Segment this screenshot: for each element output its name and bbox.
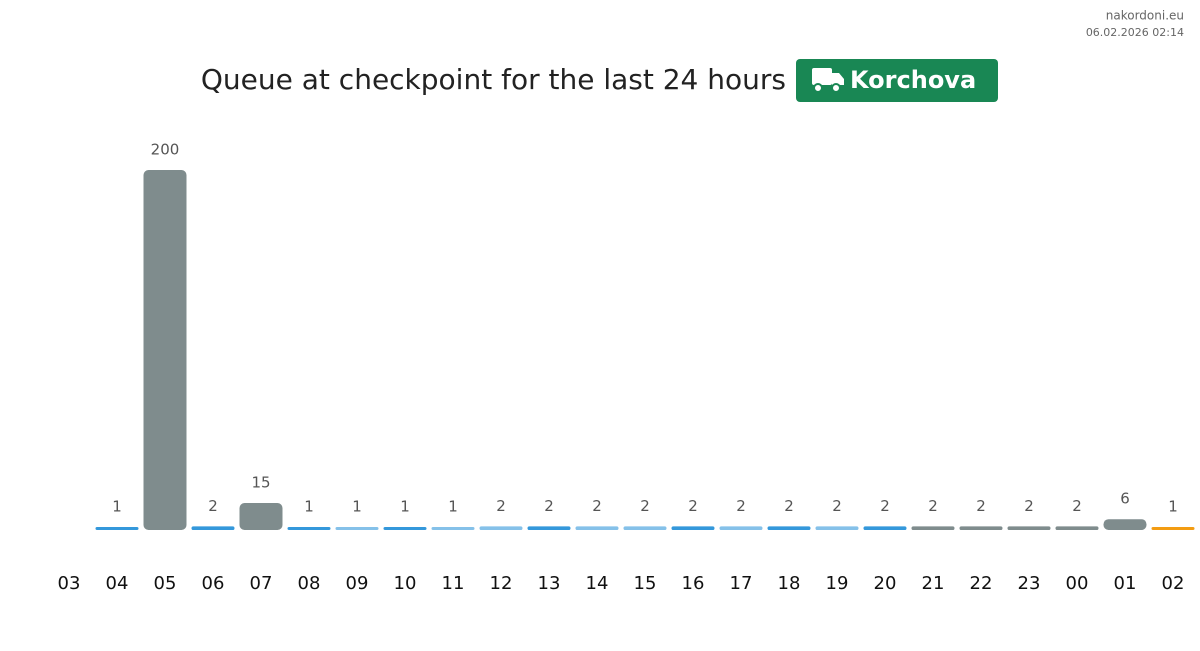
x-tick-label: 20 bbox=[874, 573, 897, 594]
x-tick-label: 18 bbox=[778, 573, 801, 594]
value-label: 2 bbox=[688, 497, 698, 515]
x-tick-label: 22 bbox=[970, 573, 993, 594]
bar bbox=[911, 526, 955, 530]
x-tick-label: 09 bbox=[346, 573, 369, 594]
x-tick-label: 14 bbox=[586, 573, 609, 594]
x-tick-label: 02 bbox=[1162, 573, 1185, 594]
value-label: 2 bbox=[592, 497, 602, 515]
x-tick-label: 15 bbox=[634, 573, 657, 594]
bar bbox=[767, 526, 811, 530]
x-tick-label: 12 bbox=[490, 573, 513, 594]
x-tick-label: 05 bbox=[154, 573, 177, 594]
x-tick-label: 03 bbox=[58, 573, 81, 594]
bar bbox=[527, 526, 571, 530]
bar bbox=[959, 526, 1003, 530]
site-name: nakordoni.eu bbox=[1106, 9, 1184, 23]
truck-icon bbox=[812, 68, 844, 93]
value-label: 2 bbox=[544, 497, 554, 515]
value-label: 2 bbox=[640, 497, 650, 515]
value-label: 2 bbox=[1024, 497, 1034, 515]
x-tick-label: 06 bbox=[202, 573, 225, 594]
x-tick-label: 21 bbox=[922, 573, 945, 594]
x-tick-label: 23 bbox=[1018, 573, 1041, 594]
value-label: 1 bbox=[352, 498, 362, 516]
bar bbox=[335, 527, 379, 530]
value-label: 1 bbox=[400, 498, 410, 516]
value-label: 2 bbox=[208, 497, 218, 515]
x-tick-label: 19 bbox=[826, 573, 849, 594]
bar bbox=[431, 527, 475, 530]
x-tick-label: 17 bbox=[730, 573, 753, 594]
x-tick-label: 16 bbox=[682, 573, 705, 594]
bar bbox=[1055, 526, 1099, 530]
x-tick-label: 07 bbox=[250, 573, 273, 594]
value-label: 2 bbox=[1072, 497, 1082, 515]
bar bbox=[239, 503, 283, 530]
value-label: 1 bbox=[448, 498, 458, 516]
value-label: 2 bbox=[976, 497, 986, 515]
x-tick-label: 08 bbox=[298, 573, 321, 594]
x-tick-label: 11 bbox=[442, 573, 465, 594]
bar bbox=[719, 526, 763, 530]
bar bbox=[1103, 519, 1147, 530]
x-tick-label: 01 bbox=[1114, 573, 1137, 594]
value-label: 1 bbox=[112, 498, 122, 516]
bar bbox=[287, 527, 331, 530]
bar bbox=[143, 170, 187, 530]
x-tick-label: 04 bbox=[106, 573, 129, 594]
value-label: 15 bbox=[251, 474, 270, 492]
timestamp: 06.02.2026 02:14 bbox=[1086, 26, 1184, 39]
x-tick-label: 10 bbox=[394, 573, 417, 594]
value-label: 2 bbox=[784, 497, 794, 515]
bar bbox=[1151, 527, 1195, 530]
chart-title: Queue at checkpoint for the last 24 hour… bbox=[201, 63, 786, 96]
value-label: 1 bbox=[1168, 498, 1178, 516]
bar bbox=[671, 526, 715, 530]
bar bbox=[479, 526, 523, 530]
value-label: 6 bbox=[1120, 490, 1130, 508]
bar bbox=[863, 526, 907, 530]
value-label: 2 bbox=[832, 497, 842, 515]
value-label: 2 bbox=[880, 497, 890, 515]
x-tick-label: 13 bbox=[538, 573, 561, 594]
value-label: 2 bbox=[928, 497, 938, 515]
bar bbox=[191, 526, 235, 530]
bar bbox=[623, 526, 667, 530]
value-label: 200 bbox=[151, 141, 180, 159]
value-label: 2 bbox=[736, 497, 746, 515]
x-tick-label: 00 bbox=[1066, 573, 1089, 594]
badge bbox=[796, 59, 998, 102]
bar bbox=[815, 526, 859, 530]
value-label: 1 bbox=[304, 498, 314, 516]
bar bbox=[1007, 526, 1051, 530]
value-label: 2 bbox=[496, 497, 506, 515]
bar bbox=[383, 527, 427, 530]
badge-label: Korchova bbox=[850, 66, 976, 94]
bar bbox=[95, 527, 139, 530]
bar bbox=[575, 526, 619, 530]
